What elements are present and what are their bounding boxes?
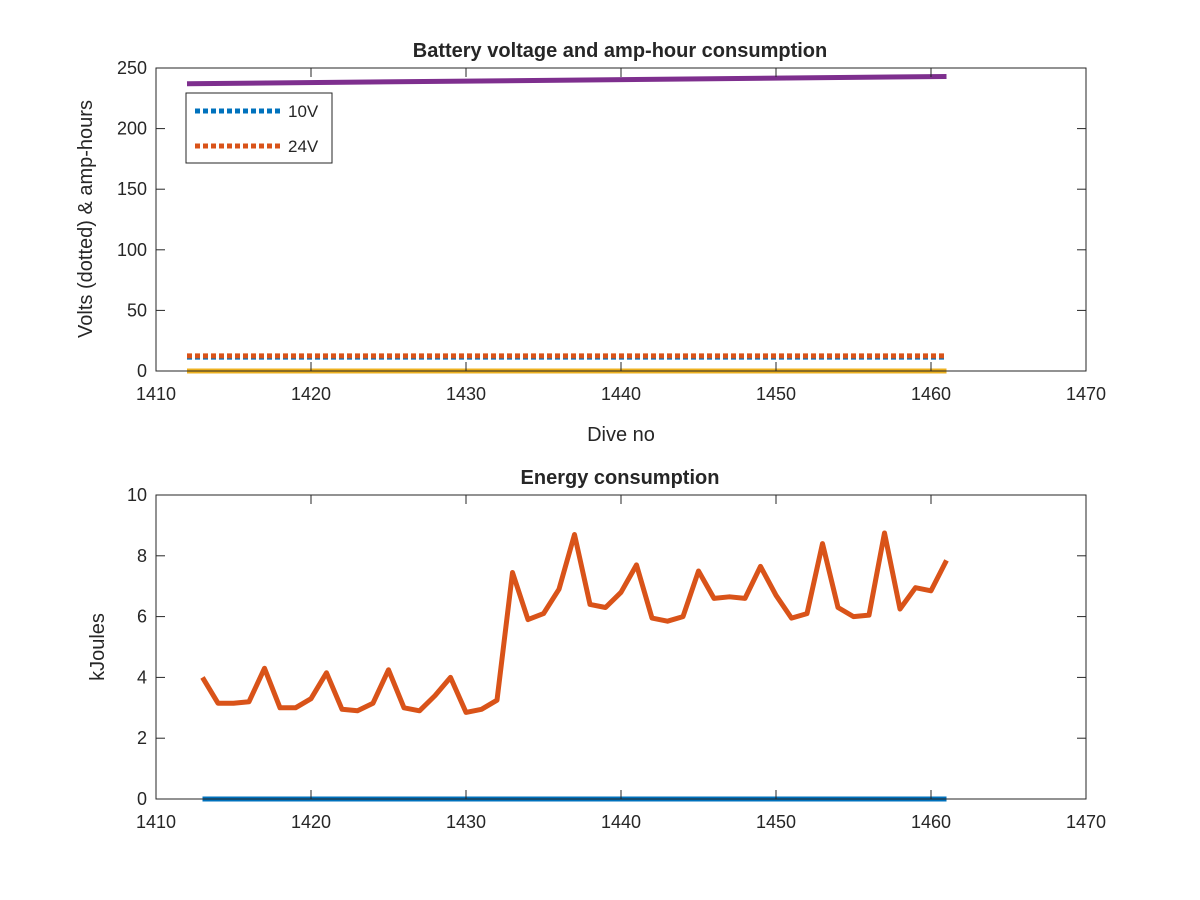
energy-panel: Energy consumption 1410 1420 1430 1440 1450 1… <box>87 467 1106 832</box>
y-tick-label: 4 <box>137 667 147 687</box>
y-tick-label: 100 <box>117 240 147 260</box>
x-tick-label: 1450 <box>756 384 796 404</box>
y-tick-label: 150 <box>117 179 147 199</box>
x-tick-label: 1410 <box>136 384 176 404</box>
chart-title: Battery voltage and amp-hour consumption <box>413 40 827 62</box>
series-layer <box>200 530 949 802</box>
y-tick-label: 200 <box>117 119 147 139</box>
x-tick-label: 1420 <box>291 384 331 404</box>
y-tick-label: 0 <box>137 789 147 809</box>
ticks-layer: 1410 1420 1430 1440 1450 1460 1470 0 2 4 6 8 10 <box>127 485 1106 832</box>
y-tick-label: 2 <box>137 728 147 748</box>
x-tick-label: 1430 <box>446 812 486 832</box>
y-tick-label: 50 <box>127 300 147 320</box>
x-tick-label: 1460 <box>911 384 951 404</box>
x-tick-label: 1470 <box>1066 812 1106 832</box>
y-tick-label: 10 <box>127 485 147 505</box>
series-line-0 <box>200 530 949 715</box>
y-axis-label: Volts (dotted) & amp-hours <box>75 100 97 338</box>
x-tick-label: 1410 <box>136 812 176 832</box>
plot-frame <box>155 494 1087 800</box>
x-tick-label: 1430 <box>446 384 486 404</box>
y-tick-label: 250 <box>117 58 147 78</box>
ticks-layer: 1410 1420 1430 1440 1450 1460 1470 0 50 100 150 200… <box>117 58 1106 404</box>
y-tick-label: 6 <box>137 607 147 627</box>
x-tick-label: 1470 <box>1066 384 1106 404</box>
x-tick-label: 1440 <box>601 812 641 832</box>
y-tick-label: 0 <box>137 361 147 381</box>
series-line-2 <box>186 74 947 87</box>
x-axis-label: Dive no <box>587 424 655 446</box>
x-tick-label: 1460 <box>911 812 951 832</box>
y-tick-label: 8 <box>137 546 147 566</box>
x-tick-label: 1440 <box>601 384 641 404</box>
x-tick-label: 1450 <box>756 812 796 832</box>
legend: 10V 24V <box>185 92 333 164</box>
y-axis-label: kJoules <box>87 613 109 681</box>
chart-title: Energy consumption <box>521 467 720 489</box>
legend-label-24v: 24V <box>288 137 319 156</box>
x-tick-label: 1420 <box>291 812 331 832</box>
voltage-amphour-panel: Battery voltage and amp-hour consumption… <box>75 40 1106 446</box>
legend-box <box>185 92 333 164</box>
legend-label-10v: 10V <box>288 102 319 121</box>
